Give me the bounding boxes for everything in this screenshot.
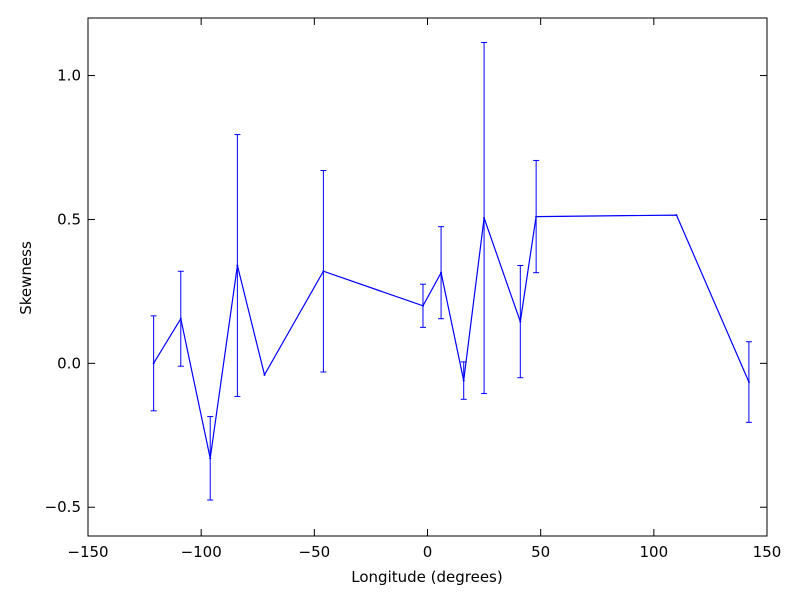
data-point (421, 304, 424, 307)
data-point (209, 457, 212, 460)
y-tick-label: 0.0 (57, 354, 81, 372)
plot-frame (87, 17, 768, 537)
data-point (747, 381, 750, 384)
data-point (483, 217, 486, 220)
y-tick-label: 0.5 (57, 210, 81, 228)
x-tick-label: 50 (531, 543, 550, 561)
data-point (440, 271, 443, 274)
x-tick-label: 0 (423, 543, 433, 561)
x-tick-label: 150 (753, 543, 782, 561)
data-point (179, 317, 182, 320)
y-axis-label: Skewness (17, 241, 35, 315)
data-point (462, 379, 465, 382)
data-point (535, 215, 538, 218)
data-point (675, 214, 678, 217)
x-tick-label: −50 (299, 543, 331, 561)
chart-marks (150, 41, 752, 501)
data-point (152, 362, 155, 365)
data-point (519, 320, 522, 323)
x-tick-label: 100 (640, 543, 669, 561)
series-line (153, 214, 750, 459)
data-point (236, 264, 239, 267)
y-tick-label: −0.5 (45, 498, 81, 516)
y-tick-label: 1.0 (57, 67, 81, 85)
x-tick-label: −100 (181, 543, 222, 561)
axis-ticks: −150 −100 −50 0 50 100 150 −0.5 0.0 0.5 1.0 (45, 18, 782, 561)
data-point (322, 270, 325, 273)
x-tick-label: −150 (67, 543, 108, 561)
data-point (263, 373, 266, 376)
x-axis-label: Longitude (degrees) (351, 568, 502, 586)
